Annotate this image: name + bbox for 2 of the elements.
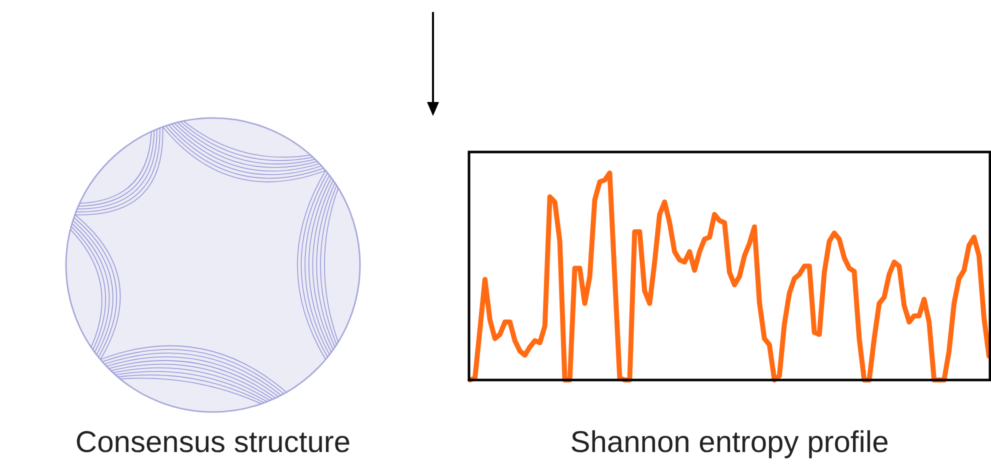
text: Consensus structure	[75, 426, 351, 459]
x-axis-title: Shannon entropy profile	[570, 426, 889, 459]
